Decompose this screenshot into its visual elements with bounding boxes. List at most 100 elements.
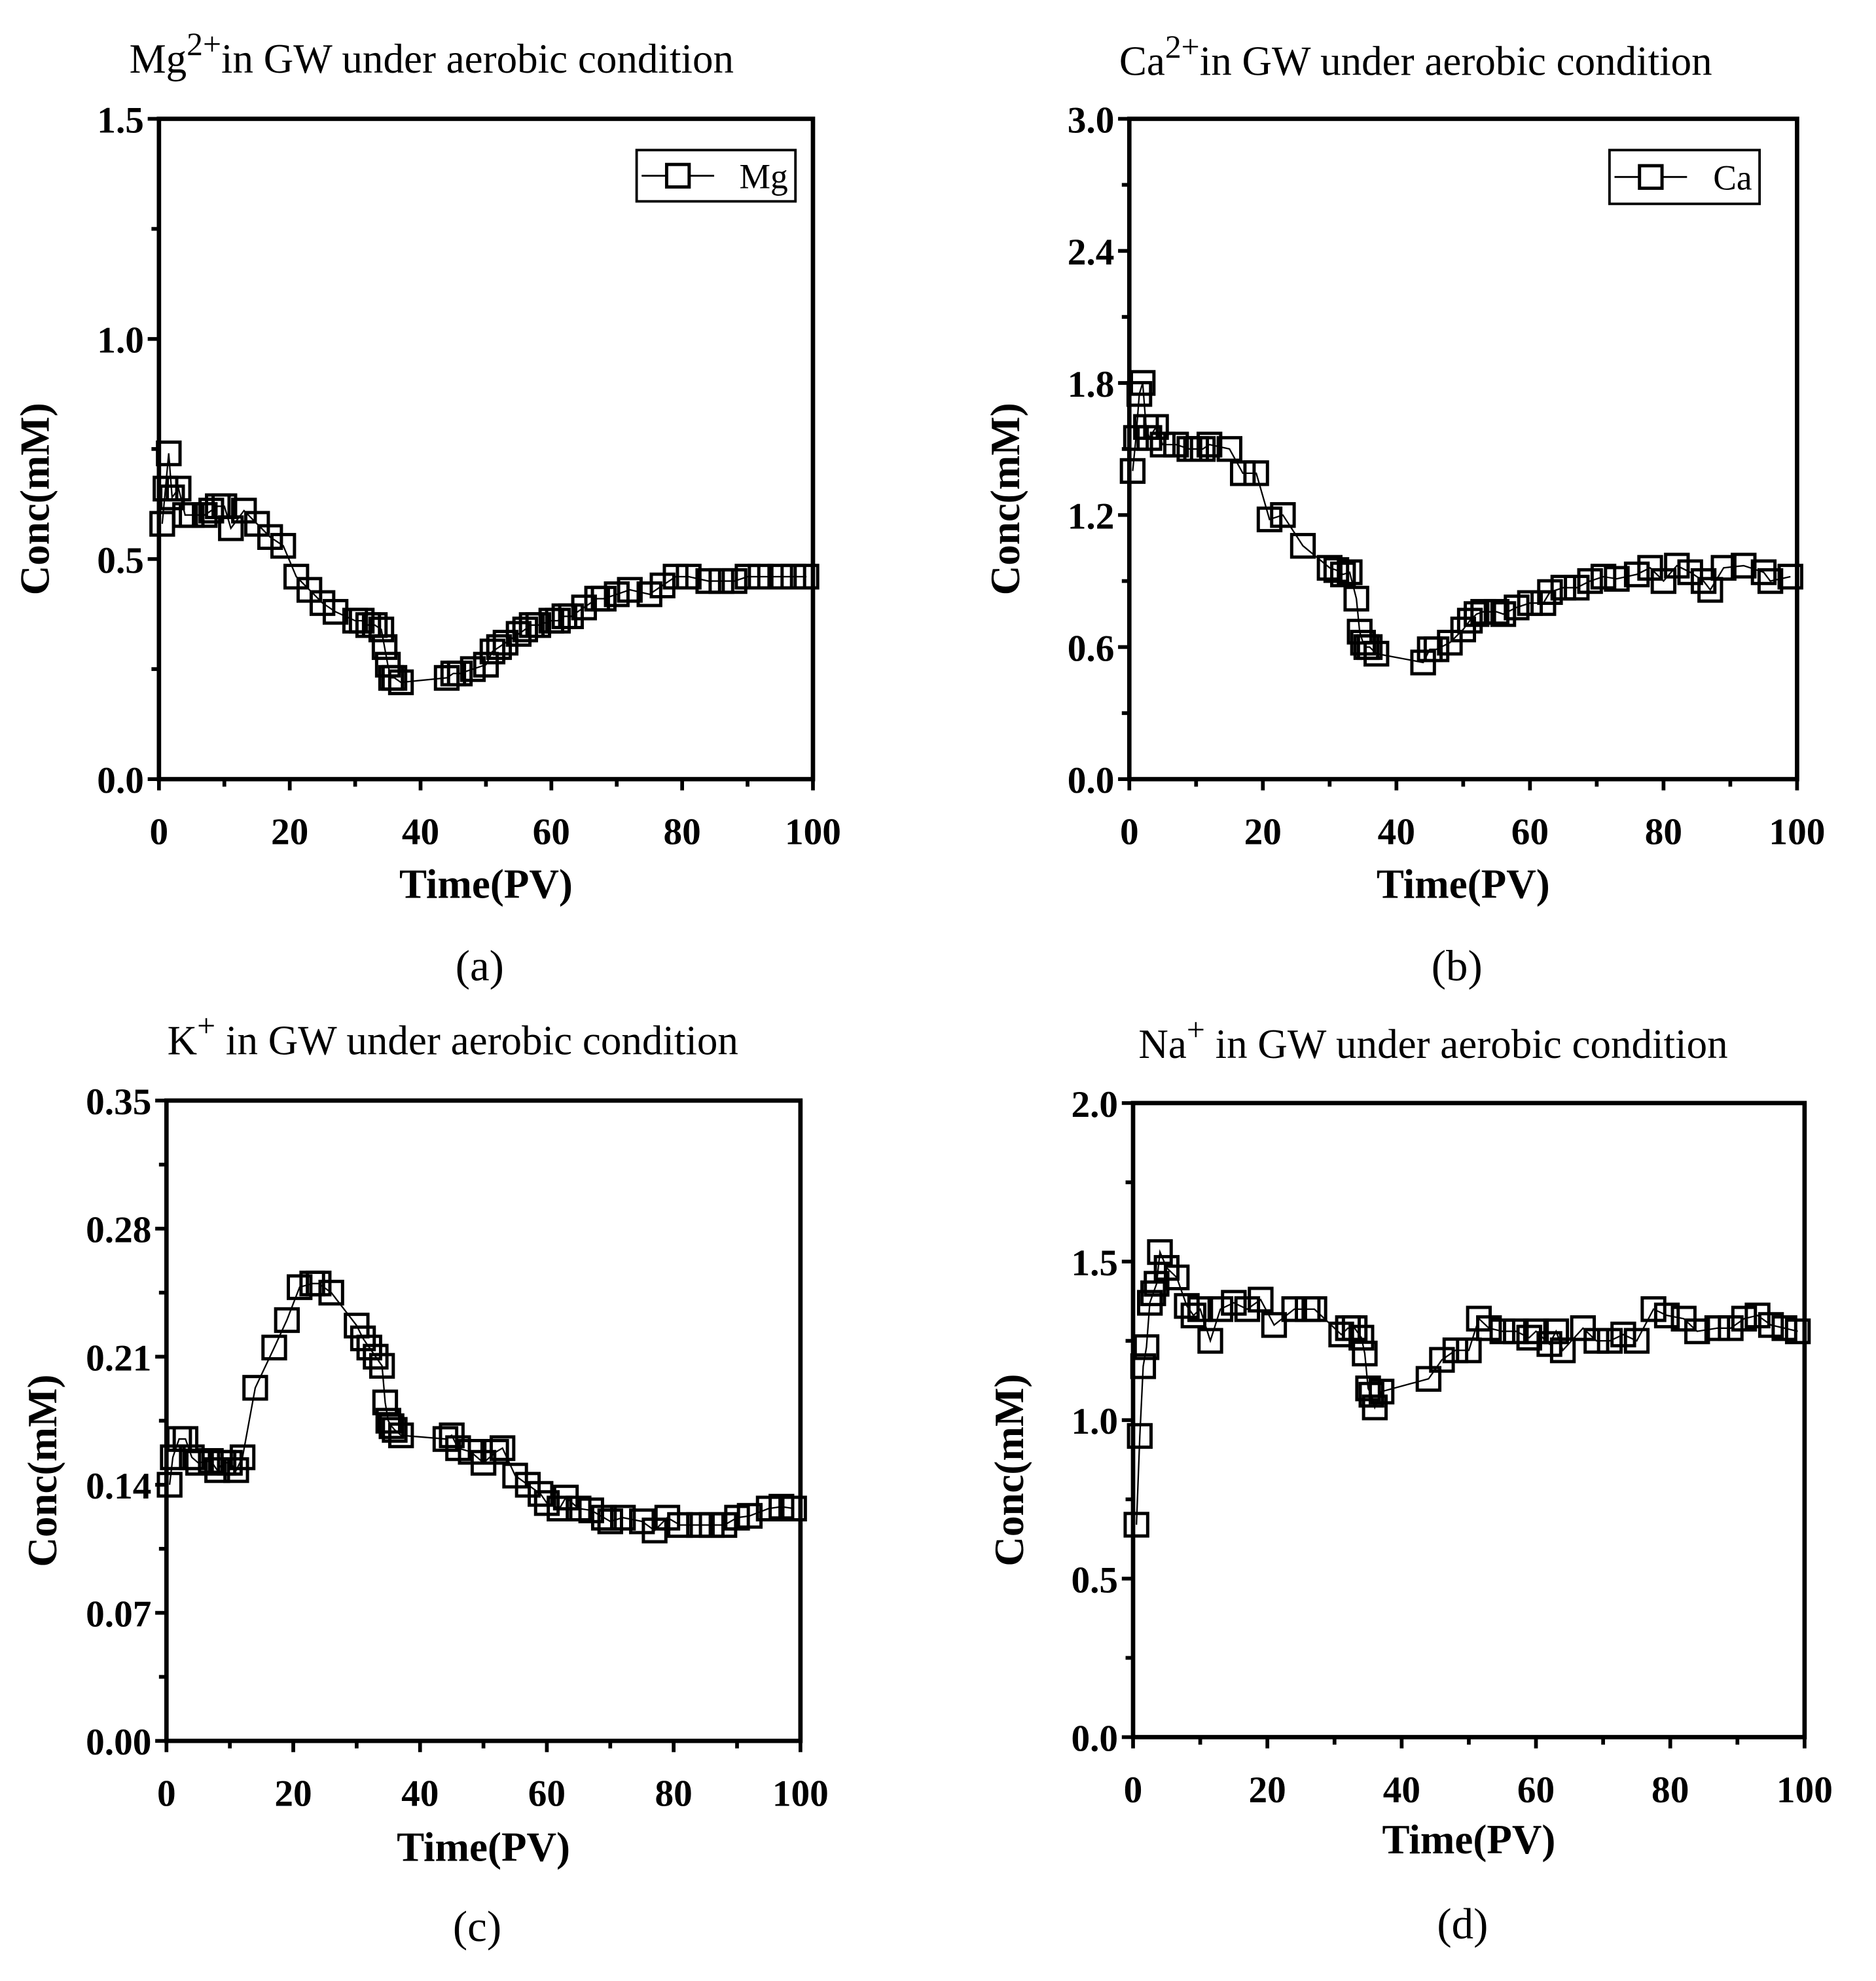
x-tick-label: 80 bbox=[1645, 811, 1682, 852]
title-rest: in GW under aerobic condition bbox=[221, 36, 734, 82]
data-point-marker bbox=[780, 564, 806, 590]
y-tick-label: 0.6 bbox=[1068, 628, 1115, 669]
data-point-marker bbox=[229, 1444, 256, 1470]
data-point-marker bbox=[721, 568, 748, 594]
data-point-marker bbox=[489, 1435, 516, 1461]
y-axis-title: Conc(mM) bbox=[986, 1374, 1032, 1567]
legend-marker bbox=[664, 162, 691, 189]
data-point-marker bbox=[590, 585, 617, 612]
y-tick-label: 1.2 bbox=[1068, 496, 1115, 537]
data-point-marker bbox=[1290, 533, 1316, 559]
data-point-marker bbox=[734, 564, 761, 590]
data-point-marker bbox=[1355, 1375, 1381, 1402]
data-point-marker bbox=[369, 1353, 395, 1379]
data-point-marker bbox=[1149, 431, 1176, 458]
x-tick-label: 80 bbox=[663, 811, 700, 852]
data-point-marker bbox=[1133, 1334, 1160, 1360]
data-point-marker bbox=[1490, 601, 1517, 627]
title-charge: 2+ bbox=[1165, 29, 1200, 65]
data-point-marker bbox=[512, 616, 539, 643]
data-point-marker bbox=[1163, 431, 1189, 458]
data-point-marker bbox=[1362, 1394, 1388, 1421]
legend-label: Mg bbox=[739, 157, 787, 196]
data-point-marker bbox=[1470, 598, 1496, 625]
data-point-marker bbox=[270, 533, 297, 559]
data-point-marker bbox=[1623, 561, 1650, 588]
data-point-marker bbox=[179, 502, 205, 528]
data-point-marker bbox=[483, 1438, 509, 1465]
data-point-marker bbox=[1543, 1318, 1569, 1345]
data-point-marker bbox=[1130, 1353, 1157, 1379]
x-tick-label: 0 bbox=[150, 811, 169, 852]
data-point-marker bbox=[1664, 553, 1690, 579]
data-point-marker bbox=[433, 664, 460, 691]
data-point-marker bbox=[1410, 649, 1436, 676]
data-point-marker bbox=[1143, 414, 1169, 440]
data-point-marker bbox=[261, 1334, 287, 1361]
data-point-marker bbox=[1130, 370, 1156, 396]
data-point-marker bbox=[156, 1472, 183, 1498]
data-point-marker bbox=[505, 621, 532, 647]
data-point-marker bbox=[1123, 1512, 1149, 1538]
y-axis-title: Conc(mM) bbox=[12, 403, 58, 595]
data-point-marker bbox=[1653, 1302, 1680, 1329]
data-point-marker bbox=[1757, 568, 1784, 594]
data-point-marker bbox=[492, 630, 519, 656]
data-point-marker bbox=[1207, 1296, 1234, 1322]
data-point-marker bbox=[1516, 1324, 1542, 1351]
data-point-marker bbox=[1771, 1315, 1797, 1341]
x-tick-label: 100 bbox=[1777, 1770, 1833, 1811]
y-axis-title: Conc(mM) bbox=[20, 1375, 65, 1567]
data-point-marker bbox=[1197, 431, 1223, 458]
title-rest: in GW under aerobic condition bbox=[1205, 1021, 1728, 1067]
data-point-marker bbox=[708, 568, 734, 594]
data-point-marker bbox=[695, 568, 721, 594]
data-point-marker bbox=[1174, 1293, 1200, 1319]
y-tick-label: 0.00 bbox=[86, 1722, 151, 1763]
data-point-marker bbox=[1456, 1337, 1482, 1364]
data-point-marker bbox=[528, 1481, 554, 1507]
data-point-marker bbox=[1221, 1290, 1247, 1316]
data-point-marker bbox=[1697, 577, 1723, 603]
data-point-marker bbox=[1684, 1318, 1710, 1345]
y-tick-label: 1.5 bbox=[1071, 1243, 1118, 1284]
data-point-marker bbox=[1216, 436, 1242, 462]
chart-title: K+ in GW under aerobic condition bbox=[168, 1008, 738, 1064]
data-point-marker bbox=[322, 598, 349, 625]
title-charge: + bbox=[1187, 1011, 1205, 1047]
data-point-marker bbox=[1363, 640, 1390, 667]
data-point-marker bbox=[1731, 553, 1757, 579]
y-tick-label: 0.07 bbox=[86, 1594, 151, 1635]
data-point-marker bbox=[179, 1444, 205, 1470]
data-point-marker bbox=[1583, 1328, 1610, 1354]
data-point-marker bbox=[1744, 1302, 1771, 1329]
x-tick-label: 40 bbox=[1383, 1770, 1420, 1811]
x-tick-label: 20 bbox=[1244, 811, 1282, 852]
data-point-marker bbox=[388, 1422, 414, 1449]
legend-marker bbox=[1638, 164, 1664, 190]
data-point-marker bbox=[363, 1343, 389, 1370]
data-point-marker bbox=[318, 1279, 344, 1306]
data-point-marker bbox=[1343, 585, 1369, 612]
data-point-marker bbox=[1368, 1378, 1395, 1405]
x-axis-title: Time(PV) bbox=[397, 1825, 570, 1870]
data-point-marker bbox=[1604, 566, 1630, 592]
y-tick-label: 1.0 bbox=[1071, 1401, 1118, 1442]
data-point-marker bbox=[1147, 1239, 1173, 1265]
title-ion: Ca bbox=[1119, 39, 1165, 84]
title-rest: in GW under aerobic condition bbox=[215, 1017, 738, 1063]
data-point-marker bbox=[1270, 502, 1296, 528]
chart-panel-c: K+ in GW under aerobic condition 0 20 40 60 8… bbox=[20, 1008, 829, 1951]
data-point-marker bbox=[1230, 460, 1256, 486]
x-tick-label: 100 bbox=[772, 1773, 829, 1815]
data-point-marker bbox=[767, 564, 793, 590]
data-point-marker bbox=[676, 564, 702, 590]
y-tick-label: 0.5 bbox=[1071, 1559, 1118, 1601]
data-point-marker bbox=[1550, 574, 1577, 601]
x-tick-label: 100 bbox=[1769, 811, 1825, 852]
data-point-marker bbox=[1564, 574, 1590, 601]
data-point-marker bbox=[231, 498, 257, 524]
x-tick-label: 40 bbox=[402, 811, 439, 852]
x-axis-title: Time(PV) bbox=[1382, 1817, 1555, 1863]
x-tick-label: 0 bbox=[1124, 1770, 1143, 1811]
